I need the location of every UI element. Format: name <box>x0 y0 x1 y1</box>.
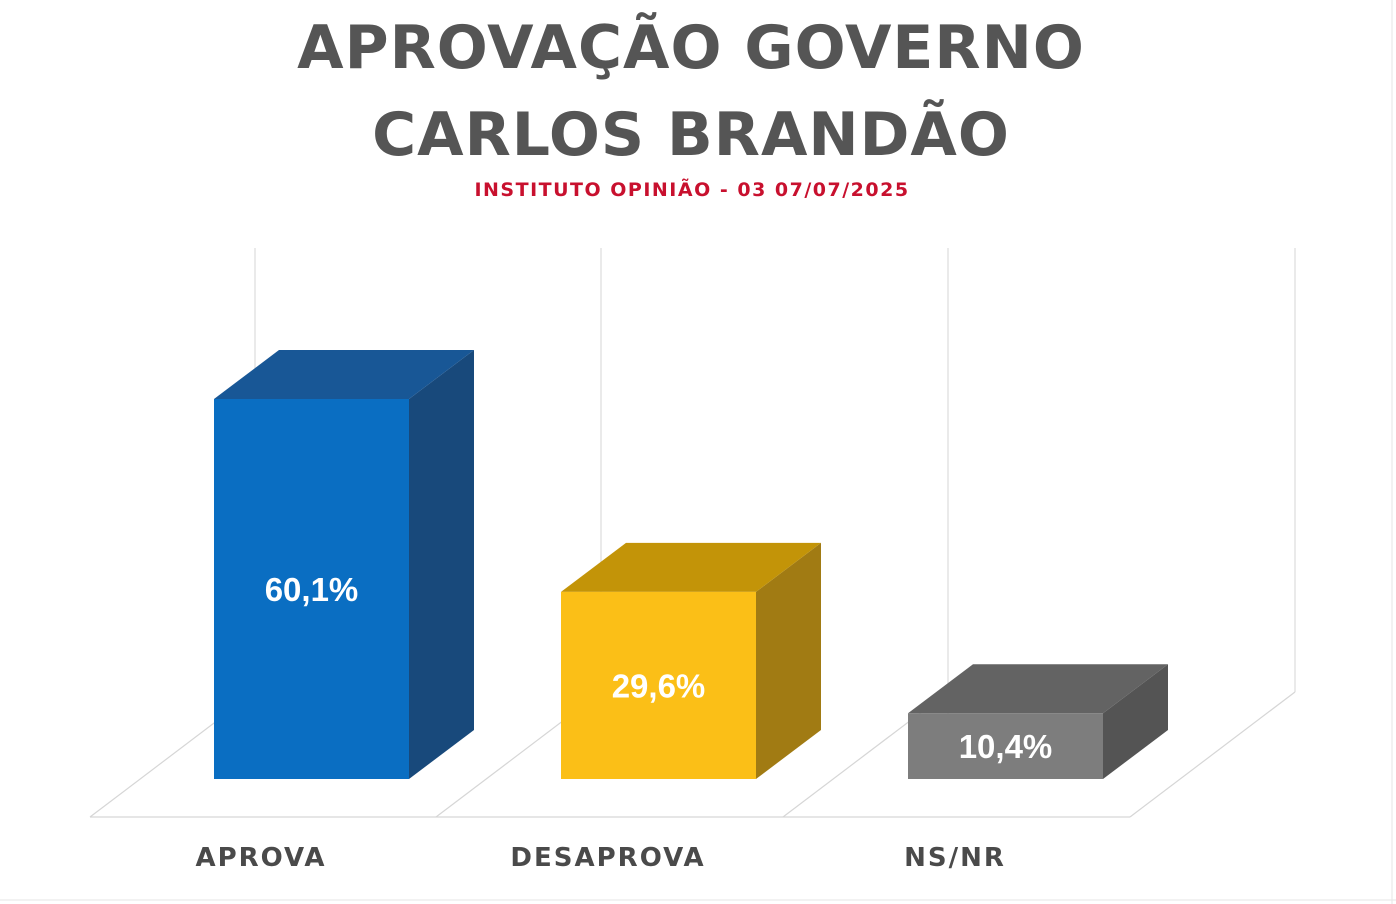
category-label-desaprova: DESAPROVA <box>510 843 705 873</box>
data-label-desaprova: 29,6% <box>612 667 706 704</box>
bar-side-aprova <box>409 350 474 779</box>
bar-front-nsnr <box>908 713 1103 779</box>
bar-desaprova: 29,6% <box>561 542 821 779</box>
bar-front-desaprova <box>561 591 756 779</box>
chart-subtitle: INSTITUTO OPINIÃO - 03 07/07/2025 <box>474 177 909 201</box>
data-label-aprova: 60,1% <box>265 571 359 608</box>
bar-front-aprova <box>214 399 409 779</box>
bar-side-desaprova <box>756 542 821 779</box>
chart-floor <box>89 691 1296 818</box>
bar-aprova: 60,1% <box>214 350 474 779</box>
category-label-nsnr: NS/NR <box>904 843 1006 873</box>
category-labels: APROVA DESAPROVA NS/NR <box>195 843 1006 873</box>
chart-title-line-2: CARLOS BRANDÃO <box>372 98 1010 170</box>
chart-title-line-1: APROVAÇÃO GOVERNO <box>297 11 1085 83</box>
category-label-aprova: APROVA <box>195 843 326 873</box>
bars-layer: 60,1% 29,6% 10,4% <box>214 350 1168 779</box>
bar-side-nsnr <box>1103 664 1168 779</box>
bar-top-nsnr <box>908 664 1168 714</box>
data-label-nsnr: 10,4% <box>959 728 1053 765</box>
bar-top-aprova <box>214 350 474 399</box>
bar-top-desaprova <box>561 542 821 592</box>
bar-nsnr: 10,4% <box>908 664 1168 779</box>
